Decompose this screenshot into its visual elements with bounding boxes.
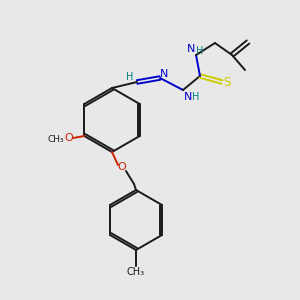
- Text: N: N: [184, 92, 192, 102]
- Text: S: S: [223, 76, 231, 88]
- Text: N: N: [187, 44, 195, 54]
- Text: CH₃: CH₃: [127, 267, 145, 277]
- Text: O: O: [64, 133, 73, 143]
- Text: CH₃: CH₃: [48, 134, 64, 143]
- Text: O: O: [118, 162, 126, 172]
- Text: H: H: [192, 92, 200, 102]
- Text: H: H: [196, 46, 204, 56]
- Text: H: H: [126, 72, 134, 82]
- Text: N: N: [160, 69, 168, 79]
